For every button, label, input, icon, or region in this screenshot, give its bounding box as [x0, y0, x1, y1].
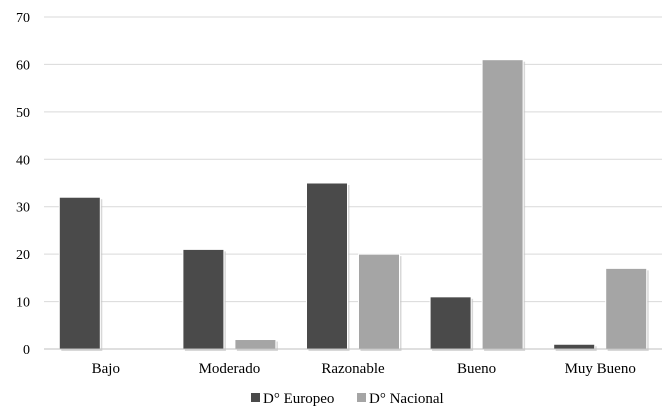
y-tick-label: 60 — [16, 58, 30, 73]
bars — [58, 59, 649, 351]
bar-europeo-0 — [58, 196, 101, 350]
bar-europeo-2 — [306, 182, 348, 350]
bar-europeo-1 — [182, 248, 225, 350]
y-axis-ticks: 0 10 20 30 40 50 60 70 — [16, 11, 30, 358]
y-tick-label: 70 — [16, 11, 30, 26]
gridlines — [44, 16, 662, 303]
y-tick-label: 10 — [16, 296, 30, 311]
bar-europeo-4 — [553, 343, 596, 350]
bar-nacional-3 — [481, 59, 524, 350]
legend: D° Europeo D° Nacional — [251, 391, 444, 407]
legend-swatch — [357, 393, 366, 402]
x-category-label: Moderado — [199, 361, 261, 377]
y-tick-label: 30 — [16, 201, 30, 216]
y-tick-label: 0 — [23, 343, 30, 358]
legend-label: D° Europeo — [263, 391, 334, 407]
bar-nacional-1 — [234, 339, 277, 350]
x-category-label: Razonable — [321, 361, 385, 377]
x-category-label: Muy Bueno — [565, 361, 636, 377]
y-tick-label: 20 — [16, 248, 30, 263]
bar-nacional-2 — [358, 253, 400, 350]
bar-europeo-3 — [429, 296, 472, 350]
x-axis-category-labels: Bajo Moderado Razonable Bueno Muy Bueno — [92, 361, 636, 377]
y-tick-label: 50 — [16, 106, 30, 121]
legend-label: D° Nacional — [369, 391, 444, 407]
bar-nacional-4 — [605, 267, 648, 350]
x-category-label: Bueno — [457, 361, 496, 377]
legend-swatch — [251, 393, 260, 402]
x-category-label: Bajo — [92, 361, 120, 377]
y-tick-label: 40 — [16, 153, 30, 168]
